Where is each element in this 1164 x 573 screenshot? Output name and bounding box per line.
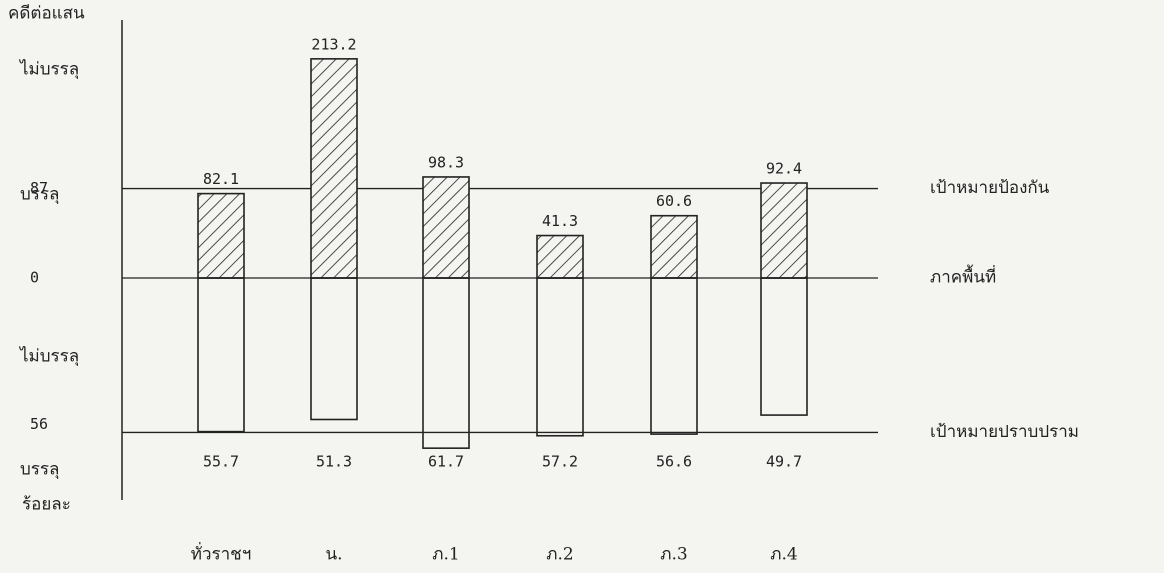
- value-label: 82.1: [203, 170, 239, 188]
- bar: [536, 277, 584, 437]
- x-tick-label: ภ.1: [432, 545, 459, 565]
- value-label: 57.2: [542, 453, 578, 471]
- reference-label: ภาคพื้นที่: [930, 265, 996, 288]
- y-tick-label: 87: [30, 179, 48, 197]
- reference-label: เป้าหมายปราบปราม: [930, 422, 1079, 442]
- x-tick-label: น.: [325, 545, 342, 565]
- y-tick-label: 0: [30, 269, 39, 287]
- x-tick-label: ภ.2: [546, 545, 573, 565]
- y-axis-label: คดีต่อแสน: [8, 4, 85, 24]
- reference-label: เป้าหมายป้องกัน: [930, 178, 1050, 198]
- annotation: บรรลุ: [20, 460, 59, 480]
- x-tick-label: ภ.3: [660, 545, 687, 565]
- bar: [310, 58, 358, 279]
- bar: [422, 277, 470, 449]
- value-label: 41.3: [542, 212, 578, 230]
- x-tick-label: ภ.4: [770, 545, 797, 565]
- bar: [422, 176, 470, 279]
- bar: [760, 277, 808, 416]
- bar: [197, 192, 245, 279]
- value-label: 55.7: [203, 453, 239, 471]
- annotation: ไม่บรรลุ: [18, 346, 79, 367]
- value-label: 49.7: [766, 453, 802, 471]
- value-label: 98.3: [428, 153, 464, 171]
- value-label: 92.4: [766, 160, 802, 178]
- annotation: บรรลุ: [20, 185, 59, 205]
- value-label: 51.3: [316, 453, 352, 471]
- value-label: 61.7: [428, 453, 464, 471]
- x-tick-label: ทั่วราชฯ: [191, 542, 252, 565]
- bar: [760, 182, 808, 279]
- bar: [650, 214, 698, 279]
- value-label: 60.6: [656, 192, 692, 210]
- bar: [197, 277, 245, 433]
- bar: [650, 277, 698, 435]
- annotation: ไม่บรรลุ: [18, 59, 79, 80]
- value-label: 56.6: [656, 453, 692, 471]
- y2-tick-label: 56: [30, 415, 48, 433]
- bar: [536, 234, 584, 279]
- value-label: 213.2: [311, 35, 356, 53]
- bar: [310, 277, 358, 421]
- y2-axis-label: ร้อยละ: [22, 495, 71, 515]
